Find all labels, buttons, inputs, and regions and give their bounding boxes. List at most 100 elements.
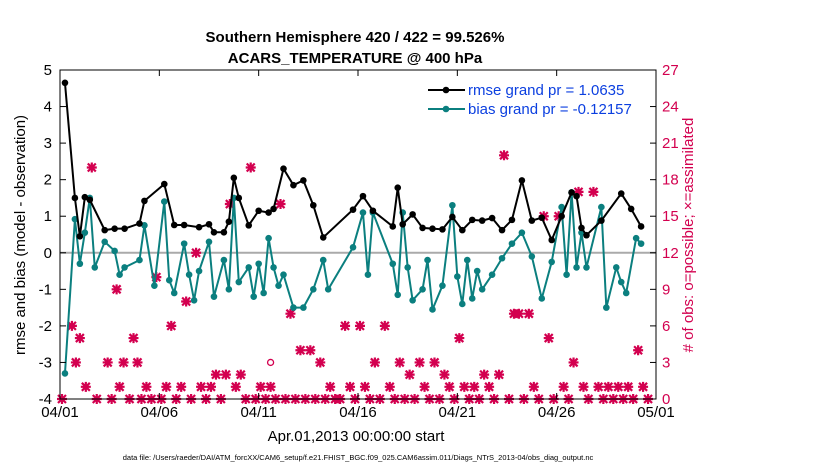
obs-assimilated-marker: [484, 381, 495, 392]
obs-assimilated-marker: [354, 320, 365, 331]
rmse-point: [300, 177, 307, 184]
bias-point: [319, 256, 327, 264]
bias-point: [364, 271, 372, 279]
bias-point: [468, 295, 476, 302]
bias-point: [612, 264, 620, 271]
rmse-point: [573, 192, 580, 200]
y-tick-label: 1: [44, 208, 52, 225]
obs-assimilated-marker: [623, 381, 634, 392]
bias-point: [245, 264, 253, 271]
rmse-point: [478, 217, 486, 224]
obs-assimilated-marker: [479, 369, 490, 380]
obs-assimilated-marker: [459, 381, 470, 392]
obs-assimilated-marker: [210, 369, 221, 380]
obs-assimilated-marker: [80, 381, 91, 392]
obs-assimilated-marker: [245, 162, 256, 173]
obs-assimilated-marker: [379, 320, 390, 331]
rmse-point: [121, 225, 128, 232]
rmse-point: [409, 211, 416, 218]
obs-assimilated-marker: [404, 369, 415, 380]
obs-assimilated-marker: [181, 296, 192, 307]
x-tick-label: 04/01: [41, 404, 79, 421]
rmse-point: [255, 207, 262, 215]
legend-rmse-marker: [442, 86, 450, 94]
bias-point: [300, 304, 307, 311]
obs-assimilated-marker: [66, 320, 77, 331]
y2-tick-label: 21: [662, 135, 679, 152]
y-tick-label: -4: [39, 391, 52, 408]
y2-tick-label: 27: [662, 62, 679, 79]
obs-assimilated-marker: [295, 345, 306, 356]
bias-point: [310, 286, 317, 293]
bias-point: [508, 240, 516, 247]
bias-point: [235, 278, 243, 286]
rmse-point: [230, 174, 238, 182]
obs-assimilated-marker: [132, 357, 143, 368]
rmse-point: [498, 226, 506, 234]
bias-point: [225, 286, 233, 293]
obs-assimilated-marker: [454, 333, 465, 344]
bias-point: [185, 271, 193, 279]
obs-assimilated-marker: [235, 369, 246, 380]
bias-point: [116, 271, 123, 279]
obs-assimilated-marker: [613, 381, 624, 392]
bias-point: [101, 238, 108, 246]
obs-assimilated-marker: [603, 381, 614, 392]
bias-point: [290, 304, 297, 311]
bias-point: [270, 264, 277, 271]
obs-assimilated-marker: [558, 381, 569, 392]
obs-assimilated-marker: [255, 381, 266, 392]
rmse-point: [369, 207, 377, 215]
obs-assimilated-marker: [191, 247, 202, 258]
obs-assimilated-marker: [513, 308, 524, 319]
legend-rmse-label: rmse grand pr = 1.0635: [468, 82, 624, 99]
bias-point: [255, 260, 262, 268]
bias-point: [170, 289, 178, 297]
y2-tick-label: 18: [662, 172, 679, 189]
y2-tick-label: 0: [662, 391, 670, 408]
rmse-point: [349, 206, 357, 213]
rmse-point: [459, 226, 466, 234]
obs-assimilated-marker: [568, 357, 579, 368]
y-tick-label: -2: [39, 318, 52, 335]
rmse-point: [225, 218, 233, 226]
obs-assimilated-marker: [315, 357, 326, 368]
x-tick-label: 04/11: [240, 404, 276, 421]
bias-point: [359, 209, 367, 216]
rmse-point: [170, 221, 178, 229]
y-axis-label: rmse and bias (model - observation): [12, 115, 29, 355]
obs-assimilated-marker: [543, 333, 554, 344]
y2-tick-label: 15: [662, 208, 679, 225]
obs-assimilated-marker: [176, 381, 187, 392]
y-tick-label: 3: [44, 135, 52, 152]
plot-marks: [56, 79, 656, 404]
bias-point: [603, 304, 610, 311]
bias-point: [349, 243, 357, 251]
bias-point: [324, 286, 332, 293]
legend-bias-marker: [442, 105, 450, 113]
bias-point: [151, 282, 158, 289]
rmse-point: [389, 223, 397, 230]
x-tick-label: 05/01: [637, 404, 675, 421]
y2-tick-label: 24: [662, 99, 679, 116]
y2-tick-label: 3: [662, 354, 670, 371]
rmse-point: [583, 231, 590, 239]
obs-assimilated-marker: [359, 381, 370, 392]
obs-assimilated-marker: [220, 369, 231, 380]
bias-point: [528, 253, 536, 260]
obs-assimilated-marker: [419, 381, 430, 392]
rmse-point: [399, 220, 407, 228]
rmse-point: [578, 224, 585, 232]
obs-assimilated-marker: [275, 199, 286, 210]
bias-point: [419, 286, 426, 293]
y-tick-label: 4: [44, 99, 52, 116]
bias-point: [81, 229, 89, 236]
bias-point: [548, 258, 555, 266]
obs-assimilated-marker: [325, 381, 336, 392]
y-tick-label: 2: [44, 172, 52, 189]
bias-point: [220, 256, 228, 264]
rmse-point: [568, 189, 575, 196]
rmse-point: [429, 225, 436, 232]
obs-assimilated-marker: [340, 320, 351, 331]
